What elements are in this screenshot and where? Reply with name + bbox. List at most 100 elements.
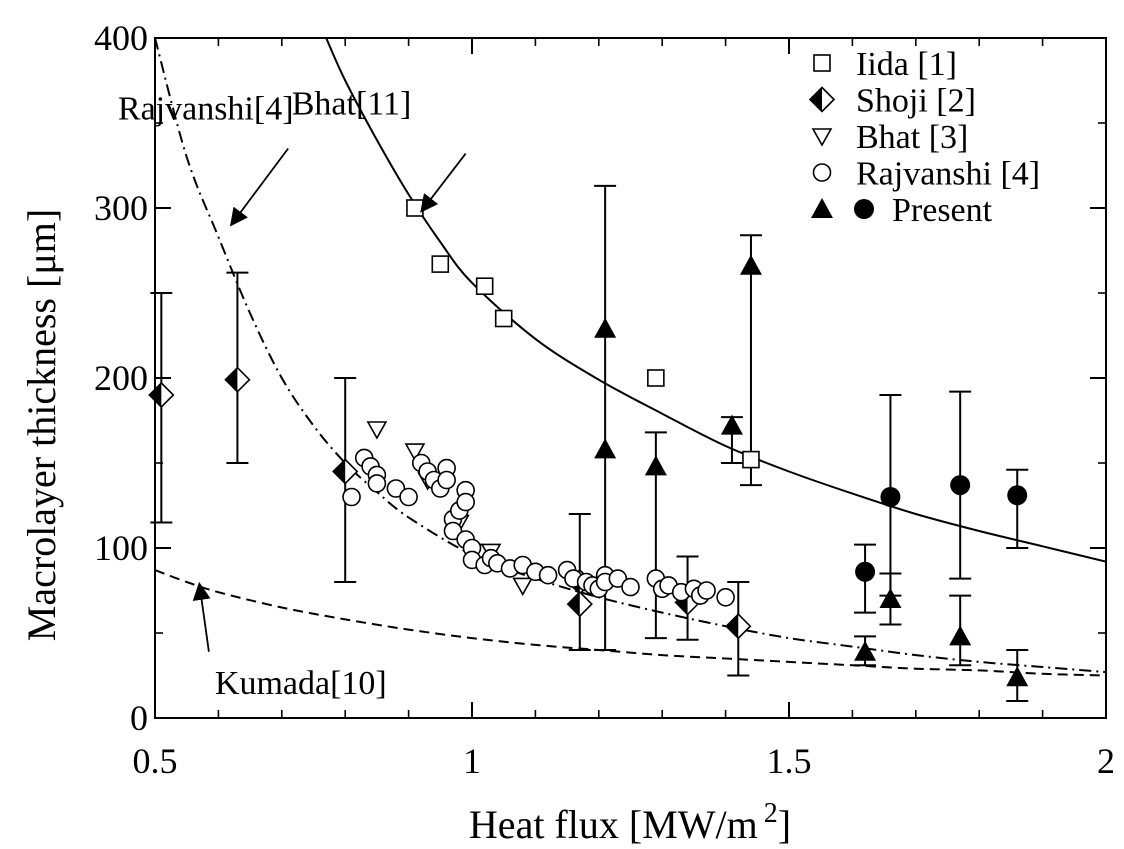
marker-shape bbox=[811, 128, 833, 147]
marker-shape bbox=[880, 487, 901, 507]
point-bhat-3-open-triangle-down bbox=[366, 421, 388, 440]
marker-shape bbox=[406, 199, 424, 217]
annotation-arrow-bhat-11 bbox=[420, 153, 467, 213]
legend-label: Rajvanshi [4] bbox=[856, 156, 1040, 193]
y-tick-label: 0 bbox=[130, 698, 148, 738]
marker-fill bbox=[726, 614, 739, 639]
point-iida-1-open-square bbox=[431, 255, 450, 273]
marker-shape bbox=[456, 492, 475, 512]
point-shoji-2-half-filled-diamond bbox=[148, 381, 175, 409]
x-axis-label-end: ] bbox=[778, 802, 791, 847]
y-tick-label: 400 bbox=[94, 18, 148, 58]
marker-shape bbox=[386, 479, 406, 498]
point-shoji-2-half-filled-diamond bbox=[332, 458, 359, 485]
y-tick-label: 200 bbox=[94, 358, 148, 398]
marker-shape bbox=[437, 470, 456, 490]
marker-shape bbox=[594, 438, 617, 459]
x-tick-label: 0.5 bbox=[133, 741, 178, 781]
marker-shape bbox=[854, 199, 874, 219]
marker-fill bbox=[810, 87, 822, 112]
point-rajvanshi-4-open-circle bbox=[399, 487, 418, 507]
marker-shape bbox=[608, 569, 628, 588]
legend-marker-filled-circle bbox=[854, 199, 874, 219]
point-rajvanshi-4-open-circle bbox=[716, 587, 735, 607]
point-shoji-2-half-filled-diamond bbox=[725, 613, 752, 640]
annotation-arrow-kumada-10 bbox=[192, 581, 211, 652]
point-iida-1-open-square bbox=[494, 309, 513, 328]
legend-label: Iida [1] bbox=[856, 46, 957, 83]
marker-shape bbox=[342, 487, 361, 507]
marker-shape bbox=[366, 421, 388, 440]
point-shoji-2-half-filled-diamond bbox=[566, 590, 593, 618]
x-tick-label: 1.5 bbox=[767, 741, 812, 781]
point-present-filled-triangle-up bbox=[854, 640, 877, 661]
error-bar-present-filled-triangle-up bbox=[739, 234, 762, 487]
y-tick-label: 100 bbox=[94, 528, 148, 568]
point-present-filled-triangle-up bbox=[879, 588, 902, 608]
annotation-bhat-11: Bhat[11] bbox=[292, 86, 412, 123]
curve-bhat-11 bbox=[325, 38, 1106, 563]
point-iida-1-open-square bbox=[647, 369, 665, 387]
point-present-filled-circle bbox=[880, 487, 901, 507]
legend-item-present: Present bbox=[811, 192, 993, 229]
point-present-filled-triangle-up bbox=[644, 455, 667, 476]
point-rajvanshi-4-open-circle bbox=[621, 577, 640, 597]
marker-shape bbox=[1007, 485, 1028, 506]
point-iida-1-open-square bbox=[742, 450, 760, 469]
point-rajvanshi-4-open-circle bbox=[538, 565, 558, 585]
marker-shape bbox=[854, 640, 877, 661]
marker-shape bbox=[644, 455, 667, 476]
point-rajvanshi-4-open-circle bbox=[443, 521, 463, 541]
point-bhat-3-open-triangle-down bbox=[512, 577, 534, 597]
marker-shape bbox=[494, 309, 513, 328]
point-rajvanshi-4-open-circle bbox=[697, 581, 716, 600]
ticks bbox=[154, 37, 1107, 719]
marker-shape bbox=[512, 577, 534, 597]
marker-shape bbox=[475, 277, 494, 296]
marker-fill bbox=[225, 367, 238, 392]
marker-shape bbox=[367, 474, 387, 493]
point-rajvanshi-4-open-circle bbox=[437, 470, 456, 490]
marker-shape bbox=[811, 198, 833, 218]
x-tick-label: 2 bbox=[1097, 741, 1115, 781]
marker-shape bbox=[647, 369, 665, 387]
y-tick-label: 300 bbox=[94, 188, 148, 228]
marker-shape bbox=[879, 588, 902, 608]
marker-fill bbox=[567, 592, 580, 617]
marker-shape bbox=[739, 254, 762, 275]
legend-item-iida-1: Iida [1] bbox=[813, 46, 957, 83]
annotation-rajvanshi-4: Rajvanshi[4] bbox=[118, 91, 294, 128]
marker-shape bbox=[855, 561, 876, 582]
marker-shape bbox=[716, 587, 735, 607]
x-axis-label-main: Heat flux [MW/m bbox=[469, 802, 758, 847]
point-bhat-3-open-triangle-down bbox=[404, 443, 426, 462]
marker-fill bbox=[333, 459, 346, 484]
point-rajvanshi-4-open-circle bbox=[342, 487, 361, 507]
point-present-filled-circle bbox=[1007, 485, 1028, 506]
marker-shape bbox=[742, 450, 760, 469]
marker-shape bbox=[950, 475, 971, 496]
point-rajvanshi-4-open-circle bbox=[386, 479, 406, 498]
marker-shape bbox=[812, 163, 832, 182]
point-present-filled-triangle-up bbox=[720, 414, 743, 435]
point-present-filled-triangle-up bbox=[594, 317, 617, 338]
tick-labels: 0.5 1 1.5 2 0 100 200 300 400 bbox=[94, 18, 1115, 781]
point-present-filled-triangle-up bbox=[1006, 666, 1029, 687]
legend-marker-open-triangle-down bbox=[811, 128, 833, 147]
point-present-filled-triangle-up bbox=[949, 625, 972, 646]
point-present-filled-circle bbox=[950, 475, 971, 496]
y-axis-label: Macrolayer thickness [μm] bbox=[19, 209, 64, 641]
error-bars bbox=[150, 184, 1029, 702]
point-present-filled-triangle-up bbox=[739, 254, 762, 275]
marker-shape bbox=[538, 565, 558, 585]
point-iida-1-open-square bbox=[406, 199, 424, 217]
point-rajvanshi-4-open-circle bbox=[456, 492, 475, 512]
legend-marker-open-square bbox=[813, 54, 831, 72]
point-iida-1-open-square bbox=[475, 277, 494, 296]
annotations: Rajvanshi[4]Bhat[11] Kumada[10] bbox=[118, 86, 467, 702]
annotation-arrow-rajvanshi-4 bbox=[230, 147, 289, 227]
point-rajvanshi-4-open-circle bbox=[608, 569, 628, 588]
marker-shape bbox=[720, 414, 743, 435]
legend-item-rajvanshi-4: Rajvanshi [4] bbox=[812, 156, 1040, 193]
legend-marker-half-filled-diamond bbox=[808, 86, 836, 113]
